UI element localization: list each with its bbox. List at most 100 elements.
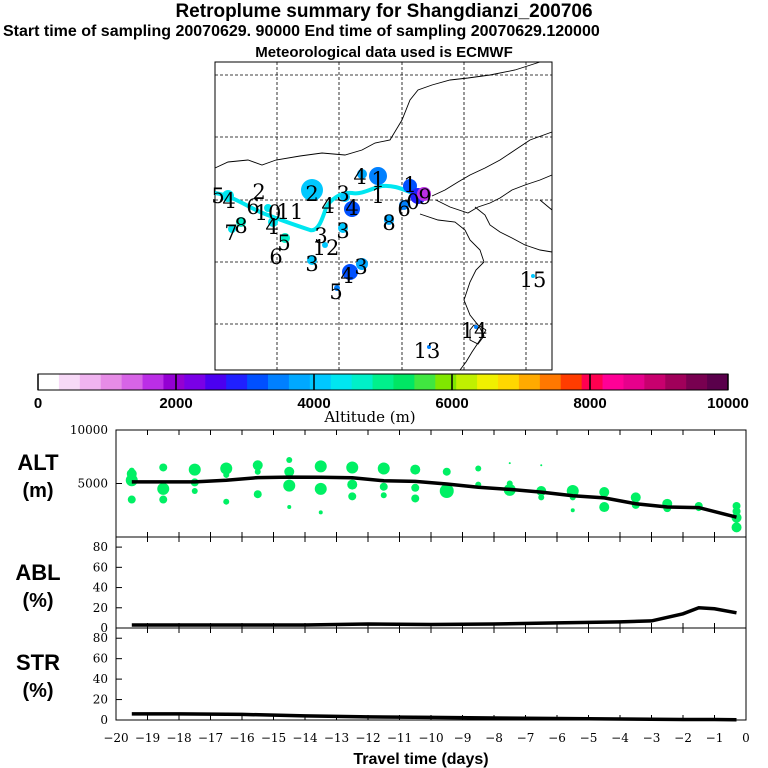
abl-line: [131, 606, 737, 627]
plume-circle: [356, 258, 368, 270]
plume-circle: [417, 187, 431, 201]
x-tick-label: 0: [742, 731, 750, 745]
sampling-times: Start time of sampling 20070629. 90000 E…: [3, 23, 600, 40]
y-tick-label: 0: [100, 621, 108, 635]
colorbar-cell: [686, 374, 708, 390]
colorbar-cell: [372, 374, 394, 390]
colorbar-cell: [435, 374, 457, 390]
map-day-label: 3: [336, 219, 349, 243]
x-tick-label: −6: [548, 731, 566, 745]
alt-scatter-point: [284, 466, 295, 477]
alt-scatter-point: [223, 471, 230, 478]
map-day-label: 5: [329, 280, 342, 304]
map-day-label: 6: [397, 197, 410, 221]
plume-circle: [384, 215, 394, 225]
map-day-label: 13: [414, 339, 441, 363]
y-tick-label: 60: [93, 560, 108, 574]
alt-scatter-point: [380, 492, 387, 499]
alt-scatter-point: [538, 494, 545, 501]
map-day-label: 3: [314, 224, 327, 248]
alt-scatter-point: [599, 502, 610, 513]
x-tick-label: −18: [166, 731, 191, 745]
plume-circle: [334, 285, 340, 291]
colorbar-tick-label: 8000: [573, 395, 606, 412]
alt-scatter-point: [348, 492, 357, 501]
map-day-label: 3: [336, 182, 349, 206]
x-tick-label: −12: [355, 731, 380, 745]
alt-scatter-point: [157, 482, 170, 495]
plume-circle: [222, 190, 234, 202]
y-tick-label: 40: [93, 581, 108, 595]
x-tick-label: −15: [261, 731, 286, 745]
colorbar-cell: [560, 374, 583, 390]
colorbar-cell: [163, 374, 185, 390]
map-day-label: 1: [403, 173, 416, 197]
map-day-label: 4: [345, 196, 358, 220]
alt-scatter-point: [411, 494, 420, 503]
x-tick-label: −16: [229, 731, 254, 745]
alt-scatter-point: [314, 482, 327, 495]
alt-scatter-point: [128, 467, 135, 474]
y-tick-label: 80: [93, 540, 108, 554]
alt-scatter-point: [475, 465, 482, 472]
colorbar-cell: [330, 374, 353, 390]
x-tick-label: −14: [292, 731, 318, 745]
colorbar-cell: [38, 374, 60, 390]
alt-scatter-point: [283, 479, 296, 492]
map-day-label: 2: [305, 182, 318, 206]
map-day-label: 9: [418, 185, 431, 209]
y-tick-label: 5000: [77, 477, 108, 491]
alt-scatter-point: [731, 522, 742, 533]
map-day-label: 6: [246, 195, 259, 219]
x-tick-label: −2: [674, 731, 692, 745]
colorbar-tick-label: 0: [34, 395, 42, 412]
colorbar-cells: [38, 374, 729, 390]
panel-alt: ALT (m) 5000 10000: [17, 423, 747, 538]
colorbar-cell: [205, 374, 227, 390]
map-day-label: 5: [277, 231, 290, 255]
map-day-label: 3: [354, 255, 367, 279]
x-tick-label: −3: [643, 731, 661, 745]
alt-scatter-point: [540, 464, 543, 467]
alt-scatter-point: [318, 510, 323, 515]
panel-frame: [115, 536, 747, 629]
plume-circle: [268, 217, 278, 227]
colorbar-ticks: 0 2000 4000 6000 8000 10000: [34, 374, 749, 412]
map-day-label: 4: [321, 194, 334, 218]
colorbar-cell: [226, 374, 248, 390]
x-tick-label: −7: [517, 731, 535, 745]
y-tick-label: 40: [93, 672, 108, 686]
plume-circle: [280, 233, 290, 243]
colorbar-cell: [581, 374, 604, 390]
y-axis-unit: (m): [22, 480, 53, 502]
x-tick-label: −4: [611, 731, 629, 745]
colorbar-cell: [288, 374, 311, 390]
alt-scatter-point: [127, 495, 136, 504]
map-day-label: 11: [277, 200, 304, 224]
map-day-label: 1: [371, 168, 384, 192]
colorbar-cell: [309, 374, 332, 390]
x-tick-label: −11: [387, 731, 412, 745]
alt-scatter-point: [286, 456, 293, 463]
colorbar-cell: [644, 374, 666, 390]
x-tick-label: −9: [454, 731, 472, 745]
alt-scatter-point: [252, 460, 263, 471]
colorbar-tick-label: 2000: [159, 395, 192, 412]
alt-scatter-point: [411, 483, 420, 492]
colorbar-cell: [414, 374, 436, 390]
map-day-label: 12: [313, 236, 340, 260]
colorbar-cell: [539, 374, 562, 390]
plume-circle: [322, 242, 328, 248]
colorbar-cell: [518, 374, 541, 390]
x-tick-label: −19: [135, 731, 160, 745]
colorbar-cell: [268, 374, 290, 390]
map-day-label: 4: [222, 189, 235, 213]
alt-scatter-point: [191, 487, 198, 494]
plume-circle: [264, 204, 272, 212]
map-day-label: 4: [353, 165, 366, 189]
alt-scatter-point: [379, 482, 388, 491]
map-day-label: 15: [520, 268, 547, 292]
